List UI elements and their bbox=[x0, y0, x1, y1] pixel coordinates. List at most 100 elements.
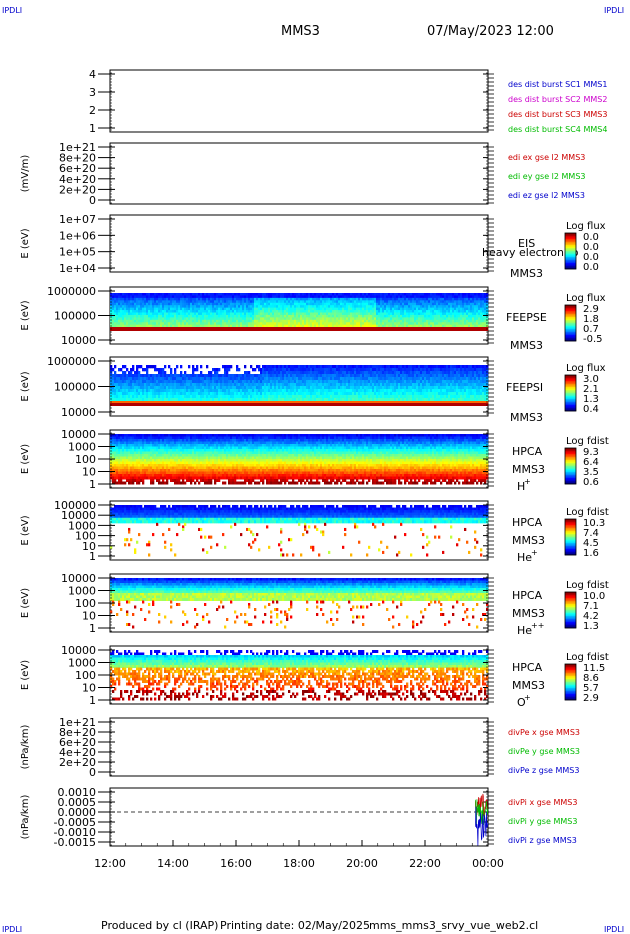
heatmap-cell bbox=[346, 310, 349, 313]
heatmap-cell bbox=[444, 319, 447, 323]
heatmap-cell bbox=[192, 401, 195, 403]
heatmap-cell bbox=[440, 324, 443, 328]
heatmap-cell bbox=[172, 386, 175, 390]
heatmap-cell bbox=[262, 305, 265, 309]
heatmap-cell bbox=[284, 310, 287, 313]
heatmap-cell bbox=[258, 295, 261, 299]
heatmap-cell bbox=[194, 295, 197, 299]
heatmap-cell bbox=[450, 322, 453, 326]
heatmap-cell bbox=[154, 368, 157, 372]
heatmap-cell bbox=[126, 317, 129, 321]
heatmap-cell bbox=[114, 389, 117, 393]
heatmap-cell bbox=[364, 295, 367, 299]
heatmap-cell bbox=[332, 300, 335, 304]
heatmap-cell bbox=[460, 317, 463, 321]
heatmap-cell bbox=[136, 392, 139, 396]
heatmap-cell bbox=[400, 327, 403, 331]
heatmap-cell bbox=[138, 295, 141, 299]
heatmap-cell bbox=[156, 312, 159, 316]
heatmap-cell bbox=[214, 398, 217, 402]
heatmap-cell bbox=[358, 305, 361, 309]
heatmap-cell bbox=[182, 310, 185, 313]
heatmap-cell bbox=[342, 297, 345, 301]
heatmap-cell bbox=[264, 368, 267, 372]
heatmap-cell bbox=[268, 380, 271, 384]
heatmap-cell bbox=[354, 380, 357, 384]
heatmap-cell bbox=[346, 392, 349, 396]
heatmap-cell bbox=[276, 300, 279, 304]
heatmap-cell bbox=[130, 314, 133, 318]
heatmap-cell bbox=[388, 319, 391, 323]
heatmap-cell bbox=[280, 295, 283, 299]
heatmap-cell bbox=[232, 324, 235, 328]
heatmap-cell bbox=[286, 380, 289, 384]
heatmap-cell bbox=[282, 293, 285, 296]
heatmap-cell bbox=[452, 300, 455, 304]
heatmap-cell bbox=[472, 319, 475, 323]
heatmap-cell bbox=[140, 383, 143, 387]
heatmap-cell bbox=[468, 302, 471, 306]
heatmap-cell bbox=[194, 383, 197, 387]
heatmap-cell bbox=[186, 322, 189, 326]
heatmap-cell bbox=[334, 395, 337, 399]
heatmap-cell bbox=[272, 374, 275, 378]
heatmap-cell bbox=[146, 398, 149, 402]
heatmap-cell bbox=[166, 377, 169, 381]
heatmap-cell bbox=[250, 300, 253, 304]
heatmap-cell bbox=[444, 317, 447, 321]
heatmap-cell bbox=[342, 312, 345, 316]
heatmap-cell bbox=[230, 392, 233, 396]
heatmap-cell bbox=[122, 377, 125, 381]
heatmap-cell bbox=[336, 314, 339, 318]
heatmap-cell bbox=[420, 307, 423, 311]
heatmap-cell bbox=[240, 327, 243, 331]
heatmap-cell bbox=[450, 295, 453, 299]
heatmap-cell bbox=[334, 314, 337, 318]
heatmap-cell bbox=[210, 389, 213, 393]
heatmap-cell bbox=[346, 389, 349, 393]
heatmap-cell bbox=[266, 302, 269, 306]
heatmap-cell bbox=[192, 389, 195, 393]
heatmap-cell bbox=[128, 395, 131, 399]
heatmap-cell bbox=[142, 403, 145, 406]
heatmap-cell bbox=[122, 386, 125, 390]
heatmap-cell bbox=[454, 302, 457, 306]
heatmap-cell bbox=[350, 365, 353, 369]
heatmap-cell bbox=[238, 295, 241, 299]
heatmap-cell bbox=[456, 327, 459, 331]
heatmap-cell bbox=[246, 389, 249, 393]
heatmap-cell bbox=[374, 327, 377, 331]
heatmap-cell bbox=[232, 383, 235, 387]
heatmap-cell bbox=[180, 398, 183, 402]
heatmap-cell bbox=[342, 324, 345, 328]
heatmap-cell bbox=[324, 395, 327, 399]
heatmap-cell bbox=[474, 300, 477, 304]
heatmap-cell bbox=[292, 374, 295, 378]
heatmap-cell bbox=[146, 403, 149, 406]
heatmap-cell bbox=[206, 380, 209, 384]
heatmap-cell bbox=[130, 312, 133, 316]
colorbar-cell bbox=[565, 332, 576, 334]
heatmap-cell bbox=[368, 327, 371, 331]
heatmap-cell bbox=[346, 401, 349, 403]
heatmap-cell bbox=[212, 312, 215, 316]
heatmap-cell bbox=[458, 302, 461, 306]
heatmap-cell bbox=[266, 395, 269, 399]
heatmap-cell bbox=[450, 305, 453, 309]
heatmap-cell bbox=[308, 365, 311, 369]
heatmap-cell bbox=[126, 374, 129, 378]
heatmap-cell bbox=[142, 322, 145, 326]
heatmap-cell bbox=[224, 297, 227, 301]
heatmap-cell bbox=[124, 324, 127, 328]
heatmap-cell bbox=[228, 398, 231, 402]
heatmap-cell bbox=[210, 319, 213, 323]
heatmap-cell bbox=[316, 305, 319, 309]
heatmap-cell bbox=[358, 368, 361, 372]
heatmap-cell bbox=[188, 395, 191, 399]
heatmap-cell bbox=[180, 293, 183, 296]
heatmap-cell bbox=[136, 305, 139, 309]
heatmap-cell bbox=[124, 312, 127, 316]
heatmap-cell bbox=[480, 324, 483, 328]
heatmap-cell bbox=[308, 314, 311, 318]
heatmap-cell bbox=[340, 389, 343, 393]
